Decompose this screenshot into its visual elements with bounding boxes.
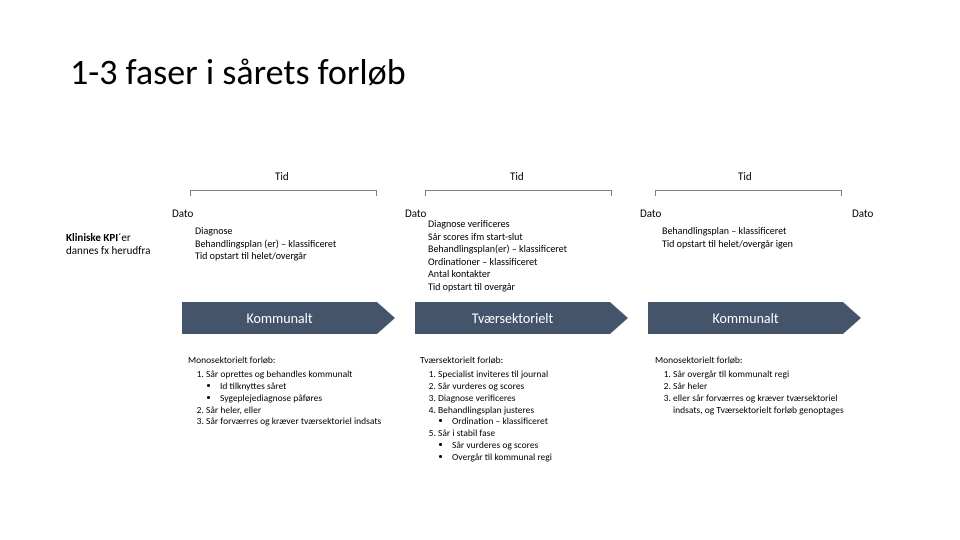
dato-1: Dato <box>172 207 193 220</box>
phase-label-2: Tværsektorielt <box>472 310 553 327</box>
phase-box-3: Kommunalt <box>648 302 843 334</box>
dato-3: Dato <box>640 207 661 220</box>
kpi-line: Antal kontakter <box>428 268 618 281</box>
phase-box-2: Tværsektorielt <box>415 302 610 334</box>
desc-item: Sår vurderes og scores <box>438 381 620 393</box>
desc-item: Specialist inviteres til journal <box>438 369 620 381</box>
desc-subitem: Id tilknyttes såret <box>220 381 388 393</box>
desc-item: Behandlingsplan justeresOrdination – kla… <box>438 405 620 429</box>
bracket-2-tick-r <box>611 190 612 196</box>
kpi-block-1: DiagnoseBehandlingsplan (er) – klassific… <box>195 225 385 263</box>
page-title: 1-3 faser i sårets forløb <box>70 50 406 94</box>
phase-arrow-3 <box>843 302 861 334</box>
kpi-header-sub: dannes fx herudfra <box>66 244 150 257</box>
dato-2: Dato <box>405 207 426 220</box>
kpi-line: Tid opstart til overgår <box>428 281 618 294</box>
desc-heading: Tværsektorielt forløb: <box>420 355 620 367</box>
bracket-1-tick-l <box>190 190 191 196</box>
tid-label-3: Tid <box>738 170 752 183</box>
desc-item: Sår heler <box>673 381 855 393</box>
kpi-block-2: Diagnose verificeresSår scores ifm start… <box>428 218 618 293</box>
desc-block-3: Monosektorielt forløb: Sår overgår til ko… <box>655 355 855 416</box>
desc-item: Sår oprettes og behandles kommunaltId ti… <box>206 369 388 405</box>
kpi-header-bold: Kliniske KPI <box>66 231 118 244</box>
kpi-line: Tid opstart til helet/overgår igen <box>662 238 852 251</box>
desc-subitem: Overgår til kommunal regi <box>452 452 620 464</box>
desc-item: Sår forværres og kræver tværsektoriel in… <box>206 416 388 428</box>
kpi-line: Behandlingsplan(er) – klassificeret <box>428 243 618 256</box>
desc-item: Diagnose verificeres <box>438 393 620 405</box>
kpi-header: Kliniske KPI´er dannes fx herudfra <box>66 231 186 257</box>
kpi-header-rest: ´er <box>118 231 131 244</box>
desc-item: Sår overgår til kommunalt regi <box>673 369 855 381</box>
phase-label-1: Kommunalt <box>246 310 312 327</box>
desc-block-2: Tværsektorielt forløb: Specialist inviter… <box>420 355 620 464</box>
bracket-3-tick-l <box>655 190 656 196</box>
bracket-1-tick-r <box>376 190 377 196</box>
bracket-2-tick-l <box>425 190 426 196</box>
desc-item: Sår i stabil faseSår vurderes og scoresO… <box>438 428 620 464</box>
bracket-2 <box>425 190 611 191</box>
desc-block-1: Monosektorielt forløb: Sår oprettes og be… <box>188 355 388 428</box>
kpi-line: Diagnose <box>195 225 385 238</box>
bracket-3 <box>655 190 841 191</box>
phase-arrow-1 <box>377 302 395 334</box>
phase-box-1: Kommunalt <box>182 302 377 334</box>
slide: 1-3 faser i sårets forløb Tid Tid Tid Da… <box>0 0 960 540</box>
bracket-3-tick-r <box>841 190 842 196</box>
kpi-line: Behandlingsplan – klassificeret <box>662 225 852 238</box>
desc-item: eller sår forværres og kræver tværsektor… <box>673 393 855 417</box>
desc-heading: Monosektorielt forløb: <box>188 355 388 367</box>
kpi-line: Diagnose verificeres <box>428 218 618 231</box>
desc-heading: Monosektorielt forløb: <box>655 355 855 367</box>
phase-label-3: Kommunalt <box>712 310 778 327</box>
bracket-1 <box>190 190 376 191</box>
tid-label-1: Tid <box>275 170 289 183</box>
dato-4: Dato <box>852 207 873 220</box>
kpi-line: Tid opstart til helet/overgår <box>195 250 385 263</box>
tid-label-2: Tid <box>510 170 524 183</box>
desc-subitem: Sygeplejediagnose påføres <box>220 393 388 405</box>
phase-arrow-2 <box>610 302 628 334</box>
kpi-block-3: Behandlingsplan – klassificeretTid opsta… <box>662 225 852 250</box>
